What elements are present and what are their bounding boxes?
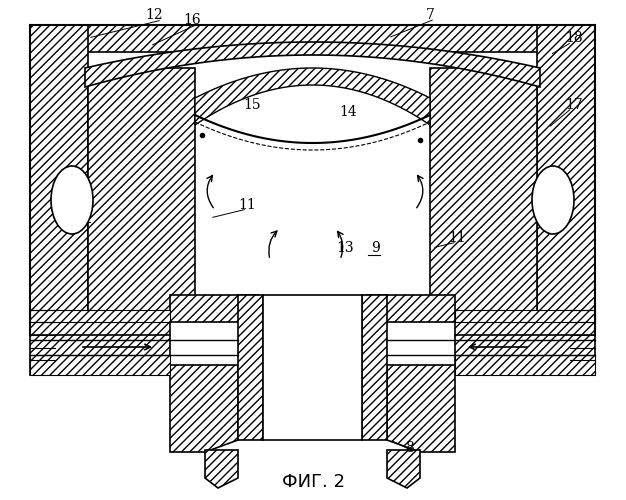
Text: 8: 8 — [406, 441, 414, 455]
Text: 14: 14 — [339, 105, 357, 119]
Polygon shape — [367, 295, 455, 322]
Text: 7: 7 — [426, 8, 434, 22]
Polygon shape — [387, 450, 420, 488]
Polygon shape — [387, 365, 455, 452]
Polygon shape — [30, 25, 595, 52]
Text: 16: 16 — [183, 13, 201, 27]
Text: 15: 15 — [243, 98, 261, 112]
Polygon shape — [537, 25, 595, 335]
Ellipse shape — [532, 166, 574, 234]
Text: ФИГ. 2: ФИГ. 2 — [282, 473, 344, 491]
Polygon shape — [170, 365, 238, 452]
Text: 18: 18 — [565, 31, 583, 45]
Polygon shape — [205, 450, 238, 488]
Polygon shape — [30, 355, 170, 375]
Polygon shape — [30, 25, 88, 335]
Polygon shape — [30, 310, 170, 322]
Polygon shape — [430, 68, 537, 320]
Text: 11: 11 — [238, 198, 256, 212]
Text: 13: 13 — [336, 241, 354, 255]
Polygon shape — [85, 42, 540, 87]
Polygon shape — [88, 68, 195, 320]
Text: 10: 10 — [540, 205, 558, 219]
Text: 9: 9 — [371, 241, 379, 255]
Polygon shape — [195, 68, 430, 125]
Text: 11: 11 — [448, 231, 466, 245]
Polygon shape — [30, 320, 170, 375]
Text: 12: 12 — [145, 8, 163, 22]
Text: 17: 17 — [565, 98, 583, 112]
Polygon shape — [170, 295, 258, 322]
Text: 10: 10 — [69, 205, 87, 219]
Polygon shape — [238, 295, 263, 440]
Polygon shape — [455, 320, 595, 375]
Ellipse shape — [51, 166, 93, 234]
Polygon shape — [455, 310, 595, 322]
Polygon shape — [263, 295, 362, 440]
Polygon shape — [362, 295, 387, 440]
Polygon shape — [455, 355, 595, 375]
